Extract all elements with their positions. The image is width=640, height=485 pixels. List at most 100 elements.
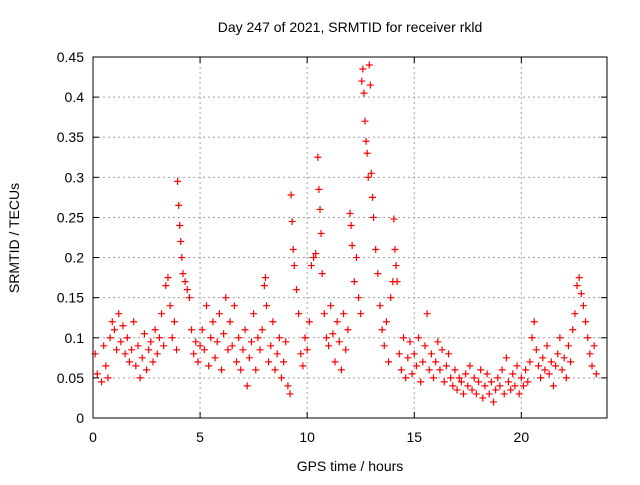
data-point: [359, 65, 367, 73]
data-point: [455, 374, 463, 382]
data-point: [537, 374, 545, 382]
data-point: [316, 205, 324, 213]
y-tick-label: 0.2: [65, 250, 85, 266]
data-point: [185, 294, 193, 302]
data-point: [226, 318, 234, 326]
data-point: [368, 193, 376, 201]
data-point: [145, 346, 153, 354]
data-point: [213, 338, 221, 346]
data-point: [415, 334, 423, 342]
data-point: [183, 286, 191, 294]
x-axis: 0 5 10 15 20: [89, 57, 529, 445]
data-point: [534, 362, 542, 370]
data-point: [464, 382, 472, 390]
y-axis-label: SRMTID / TECUs: [6, 183, 22, 293]
data-point: [592, 370, 600, 378]
data-point: [280, 358, 288, 366]
data-point: [447, 374, 455, 382]
data-point: [584, 334, 592, 342]
data-point: [430, 374, 438, 382]
data-point: [102, 362, 110, 370]
data-point: [196, 342, 204, 350]
data-point: [256, 346, 264, 354]
data-point: [188, 326, 196, 334]
data-point: [485, 390, 493, 398]
data-point: [232, 358, 240, 366]
data-point: [168, 334, 176, 342]
data-points: [91, 61, 600, 406]
data-point: [451, 366, 459, 374]
data-point: [269, 318, 277, 326]
data-point: [575, 274, 583, 282]
data-point: [567, 358, 575, 366]
data-point: [502, 354, 510, 362]
x-tick-label: 20: [514, 429, 530, 445]
y-tick-label: 0.15: [57, 290, 84, 306]
data-point: [344, 326, 352, 334]
data-point: [325, 342, 333, 350]
data-point: [115, 310, 123, 318]
data-point: [243, 382, 251, 390]
data-point: [483, 370, 491, 378]
data-point: [357, 310, 365, 318]
data-point: [347, 221, 355, 229]
data-point: [273, 350, 281, 358]
data-point: [205, 362, 213, 370]
data-point: [352, 254, 360, 262]
data-point: [419, 358, 427, 366]
data-point: [121, 350, 129, 358]
data-point: [440, 378, 448, 386]
data-point: [372, 246, 380, 254]
data-point: [378, 326, 386, 334]
data-point: [108, 318, 116, 326]
data-point: [265, 358, 273, 366]
data-point: [489, 398, 497, 406]
data-point: [287, 191, 295, 199]
data-point: [117, 338, 125, 346]
data-point: [164, 274, 172, 282]
y-tick-label: 0.35: [57, 129, 84, 145]
data-point: [292, 286, 300, 294]
data-point: [511, 382, 519, 390]
data-point: [170, 318, 178, 326]
data-point: [453, 386, 461, 394]
data-point: [190, 350, 198, 358]
data-point: [138, 354, 146, 362]
data-point: [588, 362, 596, 370]
data-point: [481, 382, 489, 390]
data-point: [289, 246, 297, 254]
data-point: [320, 310, 328, 318]
data-point: [132, 362, 140, 370]
data-point: [230, 302, 238, 310]
data-point: [261, 274, 269, 282]
data-point: [590, 342, 598, 350]
data-point: [558, 366, 566, 374]
data-point: [586, 350, 594, 358]
data-point: [487, 378, 495, 386]
data-point: [224, 346, 232, 354]
data-point: [397, 366, 405, 374]
data-point: [376, 302, 384, 310]
data-point: [340, 310, 348, 318]
data-point: [390, 215, 398, 223]
data-point: [348, 242, 356, 250]
data-point: [513, 362, 521, 370]
data-point: [442, 362, 450, 370]
data-point: [162, 282, 170, 290]
data-point: [297, 350, 305, 358]
data-point: [262, 302, 270, 310]
data-point: [545, 370, 553, 378]
data-point: [507, 386, 515, 394]
data-point: [239, 346, 247, 354]
data-point: [522, 366, 530, 374]
data-point: [412, 362, 420, 370]
data-point: [176, 221, 184, 229]
data-point: [179, 270, 187, 278]
data-point: [158, 310, 166, 318]
data-point: [194, 358, 202, 366]
data-point: [515, 390, 523, 398]
data-point: [438, 346, 446, 354]
data-point: [395, 350, 403, 358]
data-point: [209, 318, 217, 326]
